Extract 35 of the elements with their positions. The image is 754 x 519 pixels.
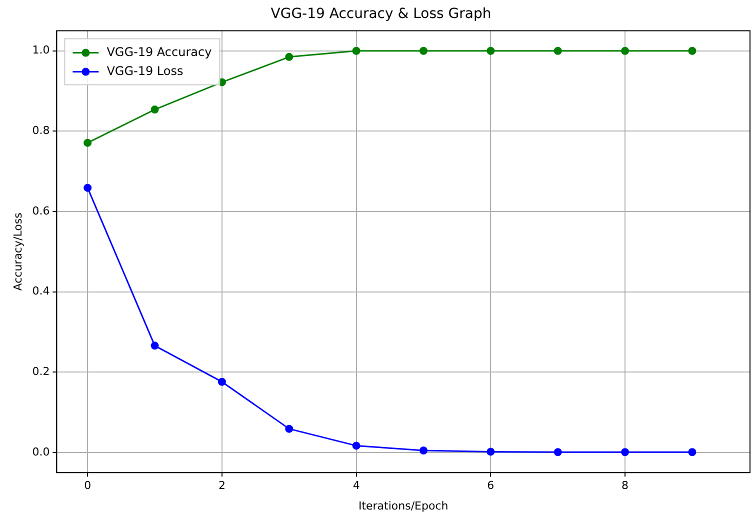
point bbox=[621, 46, 630, 55]
point bbox=[554, 46, 562, 55]
x-tick-label: 0 bbox=[84, 479, 92, 492]
point bbox=[150, 342, 159, 350]
x-axis-title: Iterations/Epoch bbox=[358, 499, 448, 512]
y-tick-label: 0.6 bbox=[32, 204, 50, 218]
legend-label: VGG-19 Accuracy bbox=[106, 44, 212, 59]
point bbox=[84, 184, 92, 192]
y-axis-title: Accuracy/Loss bbox=[11, 212, 24, 291]
x-tick-label: 8 bbox=[622, 479, 629, 492]
point bbox=[352, 442, 360, 450]
point bbox=[218, 378, 226, 386]
x-tick-label: 6 bbox=[487, 479, 494, 492]
point bbox=[486, 448, 495, 456]
x-tick-label: 4 bbox=[352, 479, 360, 492]
point bbox=[352, 46, 360, 55]
y-tick-label: 0.0 bbox=[32, 445, 50, 458]
point bbox=[285, 424, 294, 433]
chart-title: VGG-19 Accuracy & Loss Graph bbox=[270, 6, 492, 22]
point bbox=[554, 448, 562, 456]
point bbox=[285, 52, 294, 61]
point bbox=[420, 446, 428, 455]
point bbox=[688, 448, 696, 456]
y-tick-label: 0.8 bbox=[32, 124, 50, 138]
x-tick-label: 2 bbox=[218, 479, 226, 492]
point bbox=[84, 138, 92, 147]
point bbox=[150, 106, 159, 114]
point bbox=[621, 448, 630, 456]
point bbox=[688, 46, 696, 55]
point bbox=[486, 46, 495, 55]
y-tick-label: 1.0 bbox=[32, 44, 50, 57]
legend-label: VGG-19 Loss bbox=[106, 64, 184, 78]
y-tick-label: 0.2 bbox=[32, 365, 50, 378]
point bbox=[420, 46, 428, 55]
y-tick-label: 0.4 bbox=[32, 284, 50, 298]
